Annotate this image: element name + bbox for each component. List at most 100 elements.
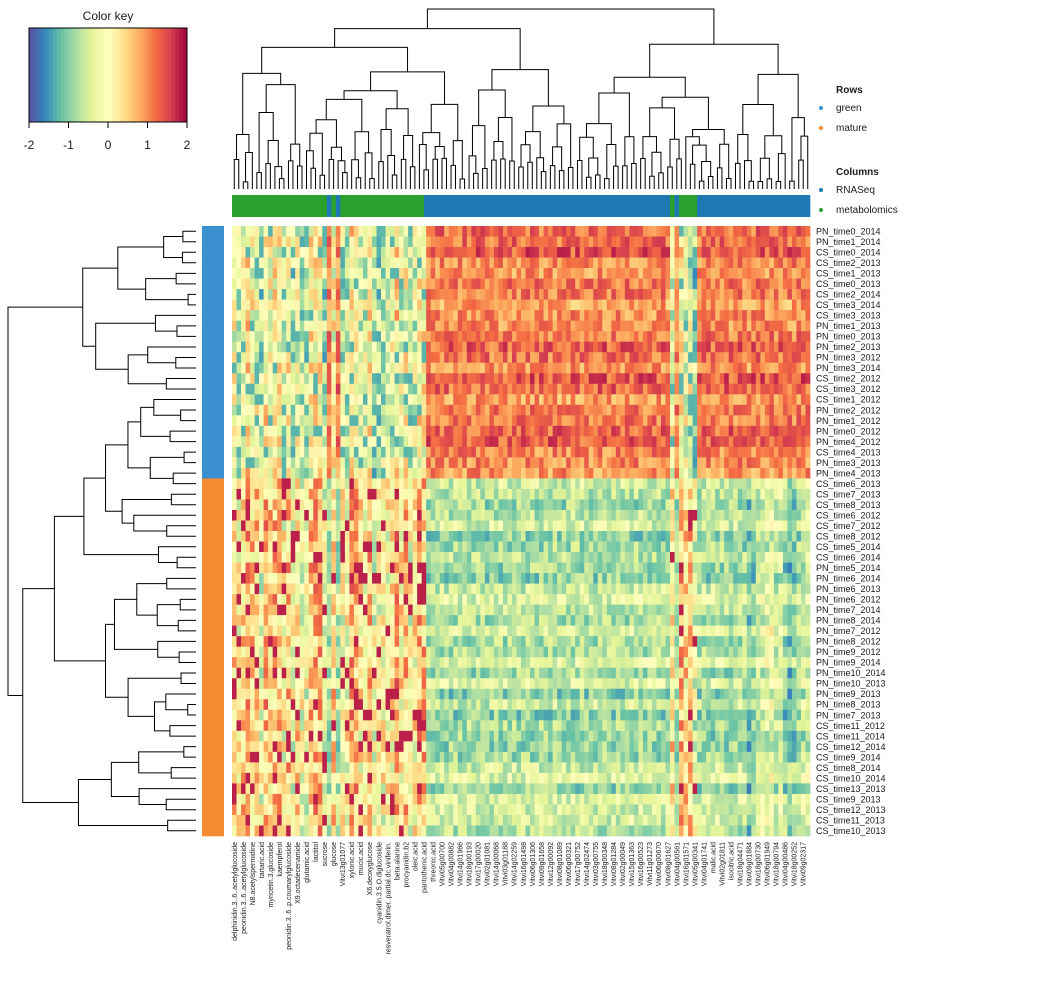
heatmap-cell xyxy=(268,520,273,532)
heatmap-cell xyxy=(290,499,296,511)
heatmap-cell xyxy=(633,446,639,458)
heatmap-cell xyxy=(692,594,698,605)
column-dendrogram-branch xyxy=(789,180,795,189)
heatmap-cell xyxy=(254,268,260,279)
heatmap-cell xyxy=(787,573,793,584)
color-key-band xyxy=(143,28,148,122)
heatmap-cell xyxy=(435,520,441,532)
heatmap-cell xyxy=(358,573,364,584)
heatmap-cell xyxy=(295,236,301,248)
heatmap-cell xyxy=(742,488,748,500)
heatmap-cell xyxy=(629,541,635,553)
heatmap-cell xyxy=(670,331,675,343)
heatmap-cell xyxy=(651,520,657,532)
heatmap-cell xyxy=(263,552,269,563)
heatmap-cell xyxy=(706,404,712,416)
heatmap-cell xyxy=(444,520,450,532)
heatmap-cell xyxy=(543,236,549,248)
heatmap-cell xyxy=(683,488,689,500)
heatmap-cell xyxy=(575,247,581,258)
heatmap-cell xyxy=(232,541,237,553)
heatmap-cell xyxy=(421,604,427,616)
heatmap-cell xyxy=(760,488,766,500)
heatmap-cell xyxy=(502,604,508,616)
heatmap-cell xyxy=(620,488,626,500)
heatmap-cell xyxy=(647,331,653,343)
heatmap-cell xyxy=(462,594,468,605)
heatmap-cell xyxy=(638,341,644,353)
heatmap-cell xyxy=(715,562,721,574)
heatmap-cell xyxy=(358,352,364,364)
heatmap-cell xyxy=(317,573,323,584)
heatmap-cell xyxy=(710,310,716,322)
heatmap-cell xyxy=(688,425,693,437)
heatmap-cell xyxy=(579,226,585,237)
heatmap-cell xyxy=(480,446,486,458)
row-annotation-segment xyxy=(202,257,224,269)
heatmap-cell xyxy=(362,373,368,385)
heatmap-cell xyxy=(733,289,739,300)
heatmap-cell xyxy=(656,583,662,595)
heatmap-cell xyxy=(340,594,346,605)
heatmap-cell xyxy=(448,257,454,269)
row-annotation-segment xyxy=(202,226,224,237)
row-annotation-segment xyxy=(202,573,224,584)
heatmap-cell xyxy=(737,352,743,364)
heatmap-cell xyxy=(399,299,404,311)
heatmap-cell xyxy=(611,373,617,385)
heatmap-cell xyxy=(362,562,368,574)
color-key-band xyxy=(32,28,38,122)
heatmap-cell xyxy=(399,352,404,364)
heatmap-cell xyxy=(516,541,522,553)
heatmap-cell xyxy=(697,289,702,300)
heatmap-cell xyxy=(710,478,716,490)
heatmap-cell xyxy=(791,268,797,279)
heatmap-cell xyxy=(493,394,499,406)
heatmap-cell xyxy=(484,257,490,269)
heatmap-cell xyxy=(439,310,445,322)
heatmap-cell xyxy=(426,446,432,458)
heatmap-cell xyxy=(286,268,292,279)
heatmap-cell xyxy=(426,573,432,584)
heatmap-cell xyxy=(390,226,395,237)
heatmap-cell xyxy=(326,478,332,490)
heatmap-cell xyxy=(408,362,413,374)
heatmap-cell xyxy=(462,552,468,563)
heatmap-cell xyxy=(570,310,576,322)
heatmap-cell xyxy=(724,562,730,574)
heatmap-cell xyxy=(683,278,689,290)
heatmap-cell xyxy=(340,226,346,237)
heatmap-cell xyxy=(471,583,477,595)
heatmap-cell xyxy=(728,415,734,427)
heatmap-cell xyxy=(521,478,526,490)
heatmap-cell xyxy=(561,320,567,332)
heatmap-cell xyxy=(692,404,698,416)
heatmap-cell xyxy=(408,331,413,343)
column-dendrogram-branch xyxy=(310,167,317,189)
heatmap-cell xyxy=(344,520,350,532)
heatmap-cell xyxy=(362,552,368,563)
heatmap-cell xyxy=(308,562,314,574)
heatmap-cell xyxy=(575,257,581,269)
heatmap-cell xyxy=(299,236,305,248)
heatmap-cell xyxy=(236,236,242,248)
heatmap-cell xyxy=(530,562,535,574)
heatmap-cell xyxy=(430,457,436,469)
heatmap-cell xyxy=(277,531,283,542)
row-dendrogram-branch xyxy=(53,515,106,662)
row-dendrogram-branch xyxy=(165,693,196,711)
heatmap-cell xyxy=(805,404,811,416)
heatmap-cell xyxy=(439,320,445,332)
heatmap-cell xyxy=(602,226,608,237)
heatmap-cell xyxy=(326,499,332,511)
heatmap-cell xyxy=(665,457,671,469)
heatmap-cell xyxy=(399,383,404,395)
heatmap-cell xyxy=(295,299,301,311)
heatmap-cell xyxy=(688,583,693,595)
heatmap-cell xyxy=(385,310,391,322)
heatmap-cell xyxy=(561,278,567,290)
heatmap-cell xyxy=(367,331,373,343)
heatmap-cell xyxy=(232,467,237,479)
heatmap-cell xyxy=(665,594,671,605)
heatmap-cell xyxy=(322,499,328,511)
